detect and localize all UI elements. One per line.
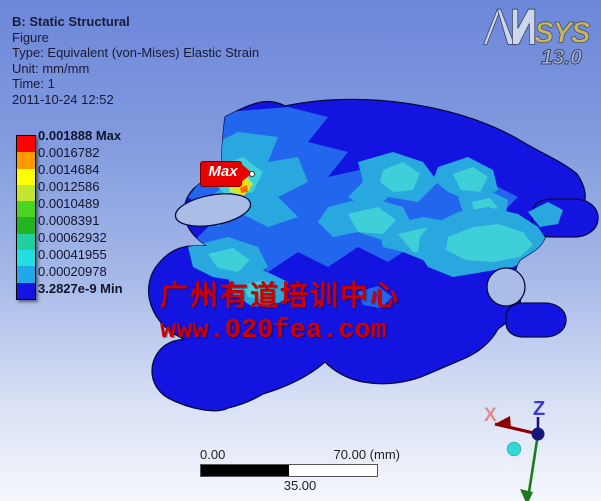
svg-text:X: X: [484, 405, 497, 426]
svg-text:Z: Z: [533, 398, 545, 420]
